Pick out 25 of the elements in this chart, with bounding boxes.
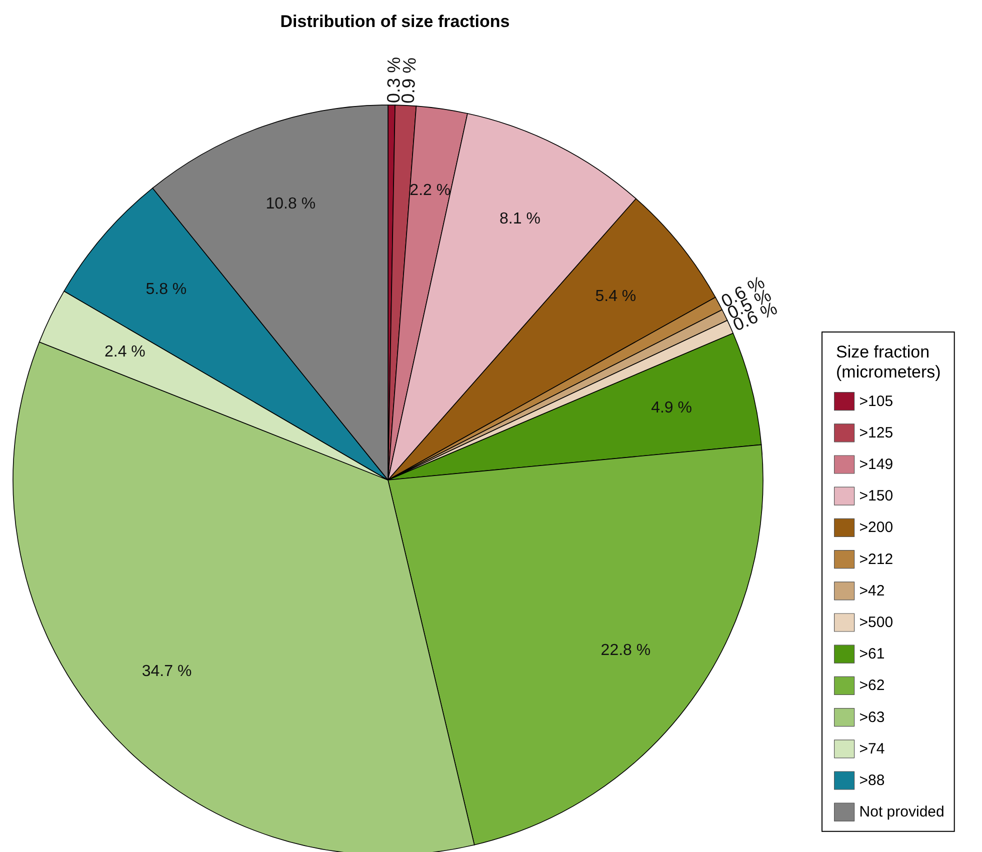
legend-label: >63 bbox=[859, 708, 885, 726]
legend-label: >105 bbox=[859, 392, 894, 410]
legend-label: >149 bbox=[859, 456, 894, 473]
legend-label: >42 bbox=[859, 582, 885, 600]
data-label: 8.1 % bbox=[500, 210, 540, 228]
legend-label: >200 bbox=[859, 519, 894, 536]
data-label: 4.9 % bbox=[651, 400, 692, 417]
legend-label: >500 bbox=[859, 614, 894, 631]
legend-label: >125 bbox=[859, 424, 894, 442]
data-label: 5.4 % bbox=[595, 288, 636, 305]
data-label: 2.2 % bbox=[410, 182, 451, 200]
data-label: 22.8 % bbox=[600, 642, 651, 659]
data-label: 34.7 % bbox=[142, 662, 192, 680]
data-label: 5.8 % bbox=[146, 280, 187, 298]
legend-label: >62 bbox=[859, 677, 885, 694]
legend-label: >88 bbox=[859, 772, 885, 789]
data-label: 10.8 % bbox=[266, 196, 316, 213]
legend-label: Not provided bbox=[859, 804, 944, 821]
legend-label: >61 bbox=[859, 646, 885, 663]
legend-label: >150 bbox=[859, 488, 894, 505]
legend-label: >212 bbox=[859, 550, 894, 568]
chart-title: Distribution of size fractions bbox=[280, 12, 510, 31]
legend-title: Size fraction (micrometers) bbox=[836, 342, 941, 382]
data-label: 2.4 % bbox=[104, 344, 146, 361]
legend-label: >74 bbox=[859, 740, 885, 758]
